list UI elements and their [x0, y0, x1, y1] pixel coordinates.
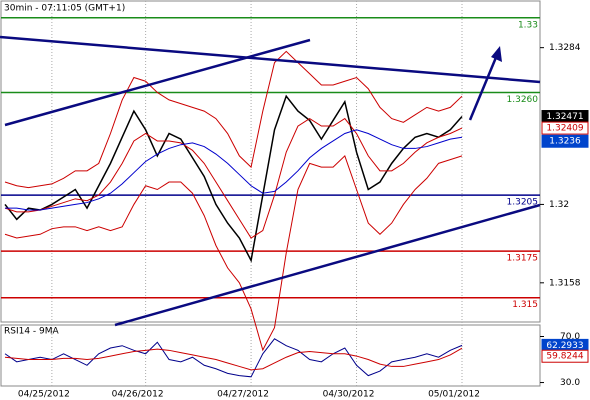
series-line: [4, 50, 463, 189]
x-tick-label: 05/01/2012: [428, 390, 480, 400]
x-tick-label: 04/26/2012: [112, 390, 164, 400]
x-tick-label: 04/30/2012: [323, 390, 375, 400]
trendline: [114, 203, 541, 327]
value-box: [541, 134, 589, 148]
trendline: [0, 35, 541, 84]
value-box: [541, 349, 589, 363]
y-tick-label: 1.32: [549, 200, 569, 210]
series-line: [4, 94, 463, 263]
level-label: 1.3205: [507, 198, 539, 208]
chart-title: 30min - 07:11:05 (GMT+1): [4, 4, 125, 14]
value-box-label: 59.8244: [546, 352, 583, 362]
series-line: [5, 129, 463, 211]
level-label: 1.3260: [507, 95, 539, 105]
series-line: [4, 347, 463, 371]
trendline: [4, 38, 311, 127]
price-panel: [0, 0, 541, 323]
arrow: [468, 54, 499, 121]
y-tick-label: 70.0: [560, 332, 580, 342]
series-line: [4, 338, 463, 378]
rsi-title: RSI14 - 9MA: [4, 327, 60, 337]
x-tick-label: 04/25/2012: [18, 390, 70, 400]
arrow-head: [491, 46, 502, 62]
value-box-label: 1.32409: [546, 124, 583, 134]
value-box-label: 1.32471: [546, 112, 583, 122]
y-tick-label: 1.3284: [549, 43, 581, 53]
x-tick-label: 04/27/2012: [217, 390, 269, 400]
rsi-panel: [0, 324, 541, 387]
series-line: [4, 117, 463, 239]
value-box-label: 62.2933: [546, 341, 583, 351]
level-label: 1.3175: [507, 254, 539, 264]
value-box: [541, 121, 589, 135]
level-label: 1.33: [518, 20, 538, 30]
y-tick-label: 1.3158: [549, 278, 581, 288]
y-tick-label: 30.0: [560, 378, 580, 388]
series-line: [4, 155, 463, 352]
value-box-label: 1.3236: [549, 137, 581, 147]
level-label: 1.315: [512, 300, 538, 310]
